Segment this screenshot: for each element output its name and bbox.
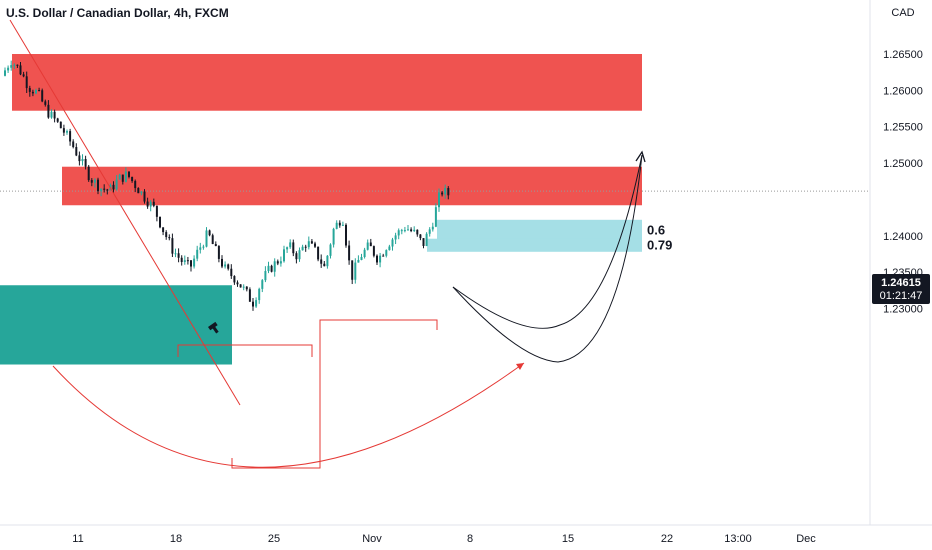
- candle: [119, 174, 121, 180]
- candle: [159, 216, 161, 228]
- x-tick-label: 11: [72, 533, 83, 545]
- x-tick-label: 8: [467, 533, 473, 545]
- candle: [345, 223, 347, 247]
- candle: [137, 187, 139, 193]
- price-axis[interactable]: CAD 1.26500 1.26000 1.25500 1.25000 1.24000 1…: [870, 0, 932, 525]
- candle: [240, 284, 242, 288]
- y-tick-label: 1.25000: [883, 158, 923, 170]
- currency-label: CAD: [891, 7, 914, 19]
- y-tick-label: 1.25500: [883, 122, 923, 134]
- candle: [41, 89, 43, 103]
- y-tick-label: 1.24000: [883, 231, 923, 243]
- x-tick-label: 25: [268, 533, 280, 545]
- candle: [88, 165, 90, 182]
- zone-demand[interactable]: [0, 285, 232, 364]
- zone-supply-lower[interactable]: [62, 167, 642, 206]
- x-tick-label: Nov: [362, 533, 382, 545]
- candle: [60, 121, 62, 128]
- y-tick-label: 1.23000: [883, 304, 923, 316]
- candle: [426, 232, 428, 246]
- last-price-value: 1.24615: [881, 277, 921, 289]
- x-tick-label: 15: [562, 533, 574, 545]
- x-tick-label: 18: [170, 533, 182, 545]
- fib-label-0.79: 0.79: [647, 237, 672, 252]
- zone-fib-0.6[interactable]: [437, 220, 642, 242]
- zone-supply-upper[interactable]: [12, 54, 642, 111]
- time-axis[interactable]: 11 18 25 Nov 8 15 22 13:00 Dec: [0, 525, 932, 550]
- candle: [317, 246, 319, 261]
- chart-title: U.S. Dollar / Canadian Dollar, 4h, FXCM: [6, 6, 229, 20]
- candle: [271, 265, 273, 273]
- y-tick-label: 1.26500: [883, 49, 923, 61]
- y-tick-label: 1.26000: [883, 85, 923, 97]
- fib-label-0.6: 0.6: [647, 223, 665, 238]
- candle: [373, 245, 375, 257]
- x-tick-label: Dec: [796, 533, 816, 545]
- zone-fib-0.79[interactable]: [427, 239, 642, 252]
- last-price-badge: 1.24615 01:21:47: [872, 274, 930, 304]
- x-tick-label: 13:00: [724, 533, 752, 545]
- countdown-timer: 01:21:47: [880, 290, 923, 302]
- x-tick-label: 22: [661, 533, 673, 545]
- candle: [249, 287, 251, 302]
